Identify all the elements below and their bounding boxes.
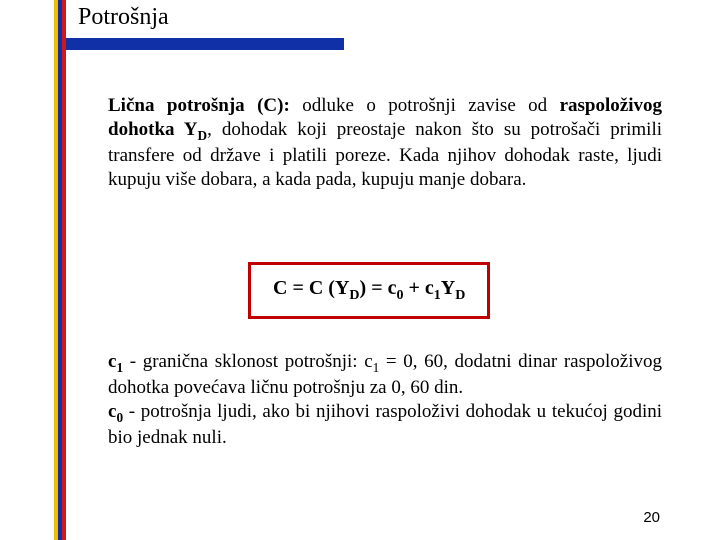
p2-c0: c0	[108, 401, 123, 422]
para1-mid1: odluke o potrošnji zavise od	[290, 95, 560, 116]
left-stripe	[54, 0, 58, 540]
formula-c0: c	[388, 277, 397, 299]
formula-c1sub: 1	[434, 288, 441, 303]
formula-eq2: =	[366, 277, 387, 299]
p2-c1b-text: c	[364, 351, 372, 372]
page-number: 20	[643, 509, 660, 526]
formula-eq1: =	[287, 277, 308, 299]
paragraph-1: Lična potrošnja (C): odluke o potrošnji …	[108, 94, 662, 193]
paragraph-2: c1 - granična sklonost potrošnji: c1 = 0…	[108, 350, 662, 450]
page-title: Potrošnja	[78, 4, 169, 31]
formula-f1sub: D	[349, 288, 359, 303]
formula-c1: c	[425, 277, 434, 299]
para1-key-sub: D	[198, 128, 208, 143]
stripe-red	[62, 0, 66, 540]
p2-c1b: c1	[364, 351, 379, 372]
formula-lhs: C	[273, 277, 287, 299]
title-underline	[66, 38, 344, 50]
formula-ydsub: D	[455, 288, 465, 303]
formula-box: C = C (YD) = c0 + c1YD	[248, 262, 490, 319]
p2-t1: - granična sklonost potrošnji:	[123, 351, 364, 372]
formula-plus: +	[404, 277, 425, 299]
para1-lead: Lična potrošnja (C):	[108, 95, 290, 116]
formula-c0sub: 0	[397, 288, 404, 303]
p2-t3: - potrošnja ljudi, ako bi njihovi raspol…	[108, 401, 662, 448]
formula-f1a: C (Y	[309, 277, 350, 299]
p2-c1: c1	[108, 351, 123, 372]
formula-yd: Y	[441, 277, 455, 299]
